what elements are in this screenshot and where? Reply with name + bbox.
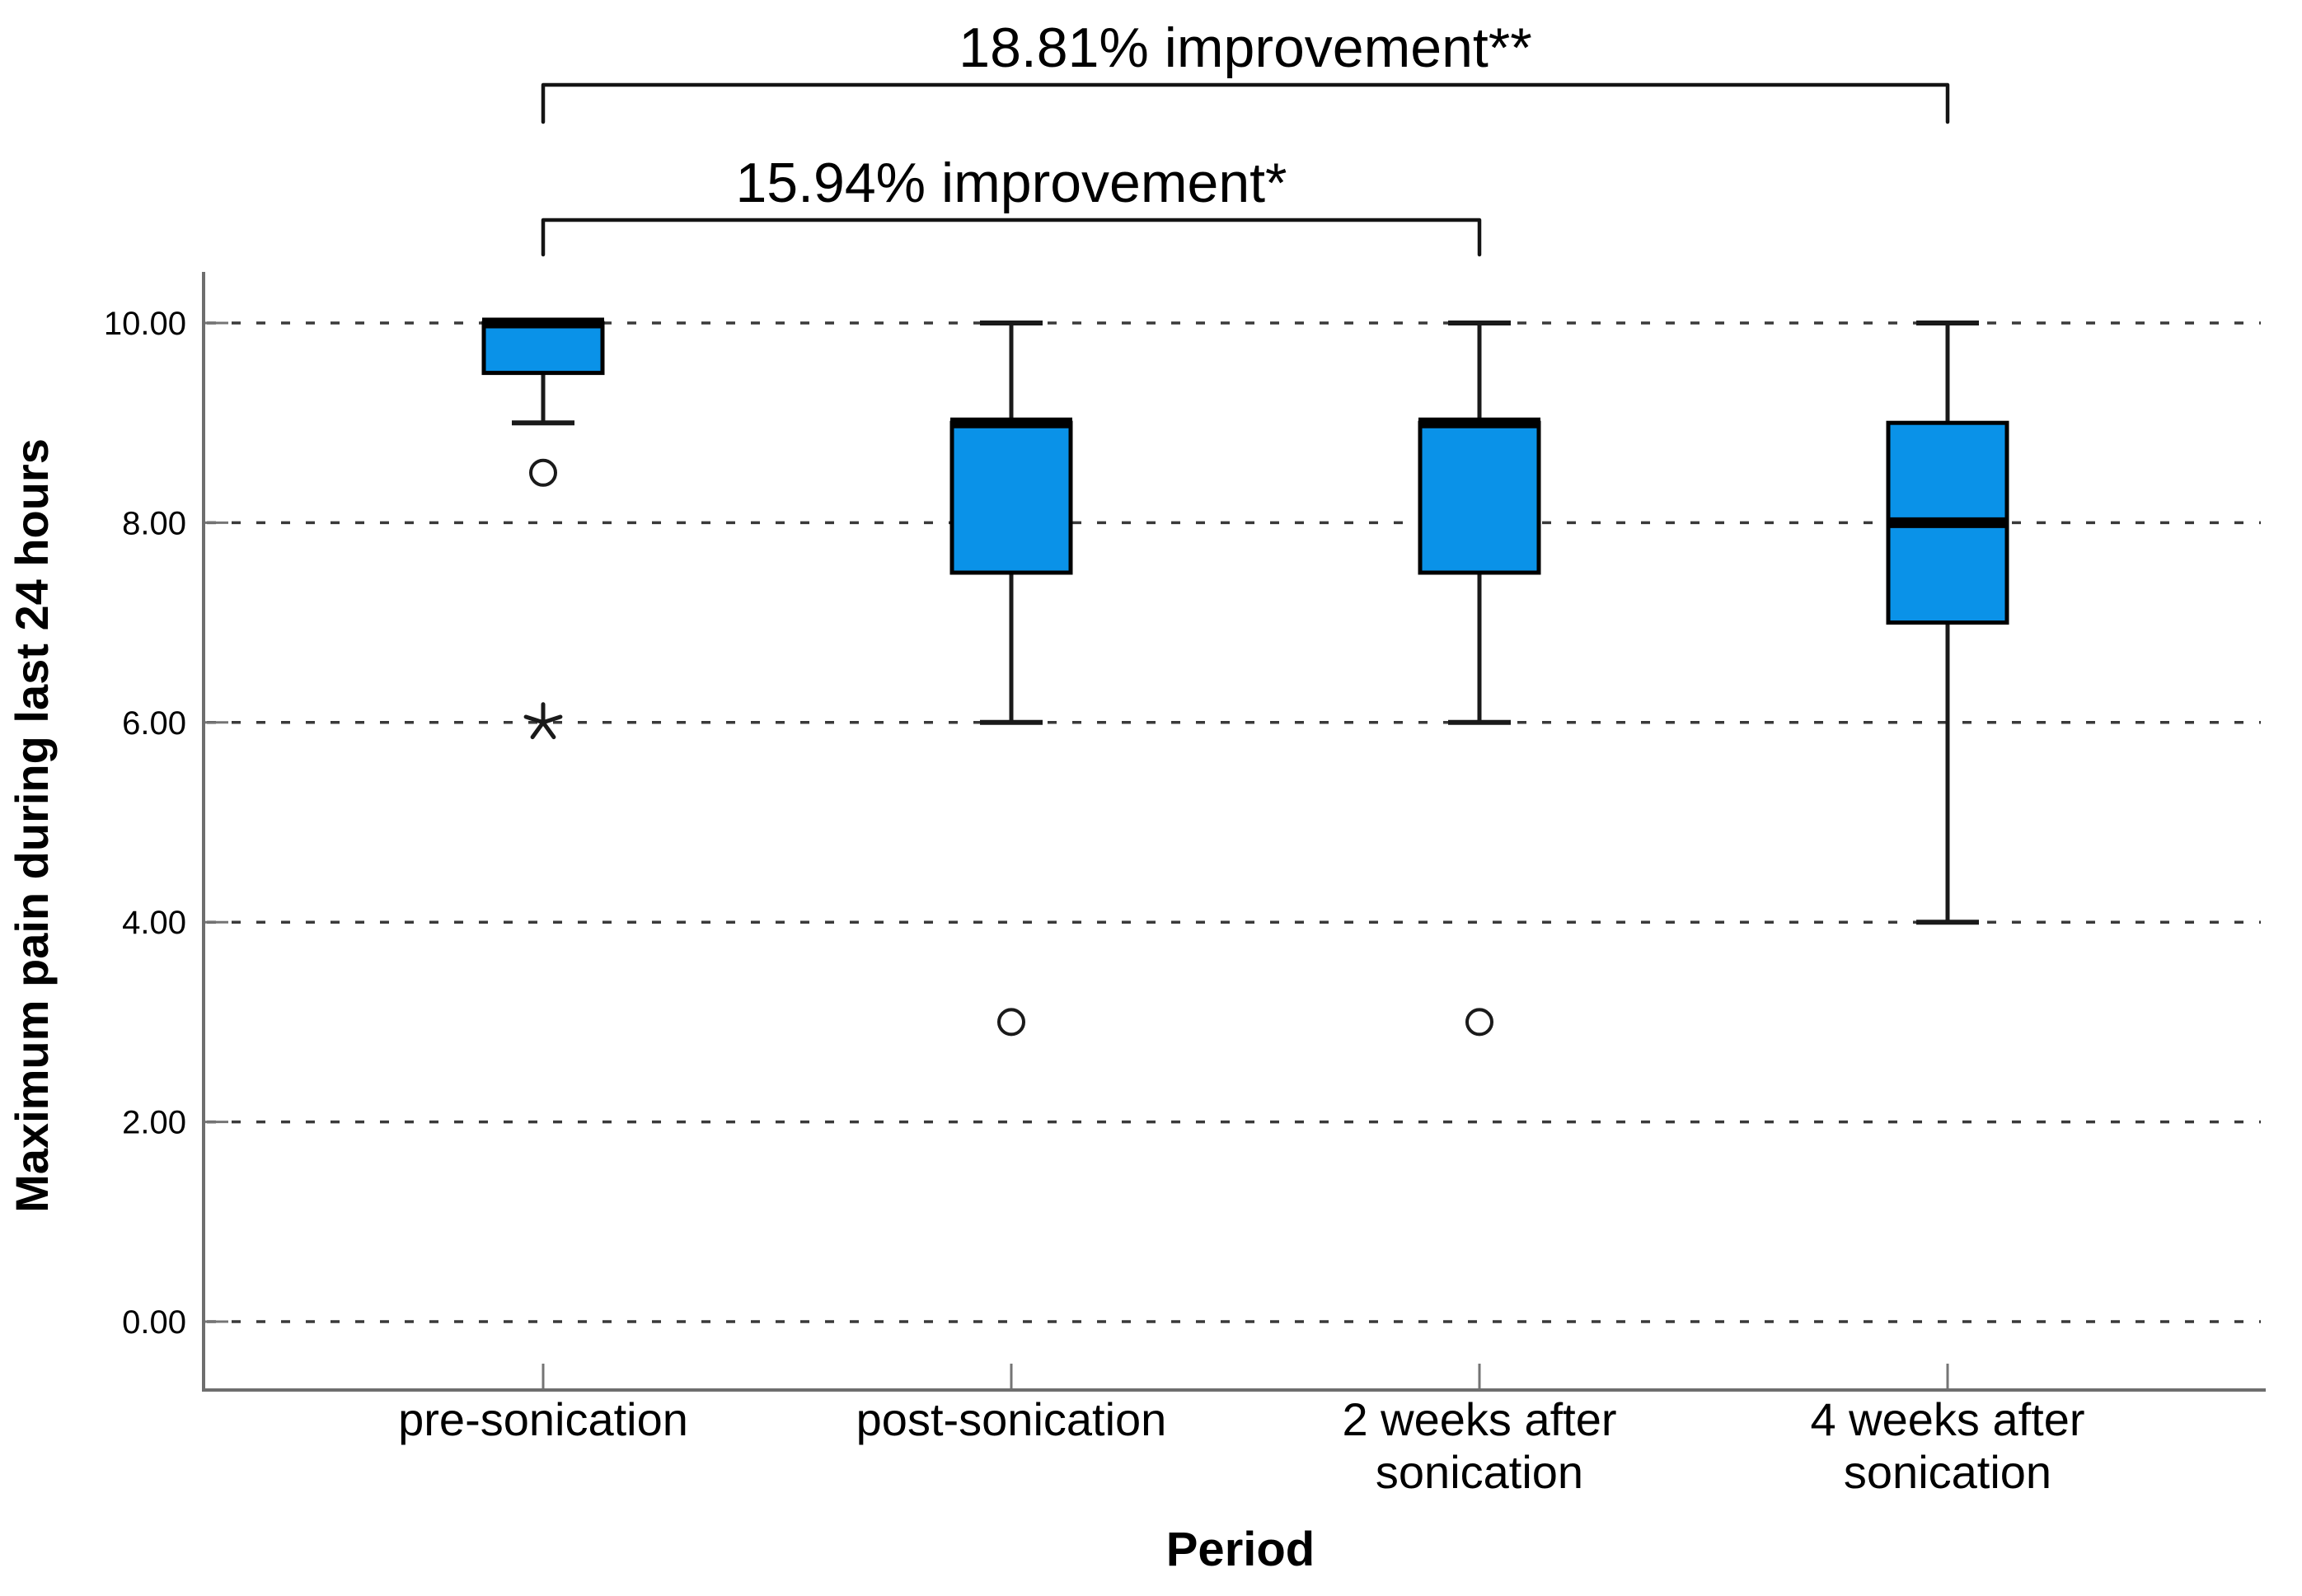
significance-bracket-15-94 [541,218,1482,257]
category-label-pre-sonication: pre-sonication [398,1393,688,1445]
extreme-star-pre-sonication-6 [523,702,563,740]
x-axis-title: Period [1166,1523,1315,1576]
y-tick-label-0: 0.00 [122,1304,186,1341]
box-pre-sonication [481,321,605,376]
significance-bracket-18-81 [541,82,1950,124]
y-tick-label-2: 2.00 [122,1105,186,1141]
category-label-post-sonication: post-sonication [856,1393,1167,1445]
y-tick-label-4: 4.00 [122,905,186,941]
y-tick-label-8: 8.00 [122,505,186,541]
box-post-sonication [949,420,1073,575]
y-tick-label-6: 6.00 [122,705,186,742]
category-label-4-weeks-after-sonication: sonication [1844,1446,2051,1498]
outlier-circle-2-weeks-after-sonication-3 [1465,1008,1493,1037]
y-axis-title: Maximum pain during last 24 hours [6,438,58,1213]
outlier-circle-post-sonication-3 [997,1008,1025,1037]
bracket-label-15-94: 15.94% improvement* [735,152,1287,214]
bracket-label-18-81: 18.81% improvement** [959,16,1531,79]
y-tick-label-10: 10.00 [104,306,186,342]
category-label-2-weeks-after-sonication: sonication [1376,1446,1583,1498]
box-2-weeks-after-sonication [1418,420,1541,575]
outlier-circle-pre-sonication-8.5 [529,458,557,487]
category-label-2-weeks-after-sonication: 2 weeks after [1342,1393,1616,1445]
plot-layer: 0.00 2.00 4.00 6.00 8.00 10.00 pre-sonication p… [104,82,2266,1498]
category-label-4-weeks-after-sonication: 4 weeks after [1810,1393,2084,1445]
